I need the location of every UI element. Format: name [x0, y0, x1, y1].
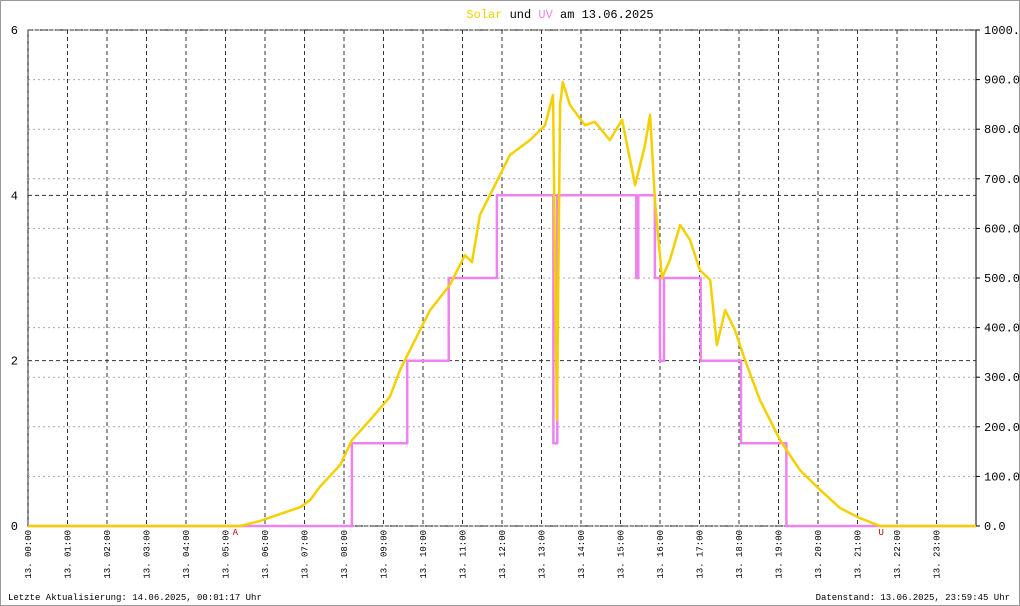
x-tick-label: 13. 07:00 — [301, 530, 311, 579]
y-tick-label: 6 — [11, 24, 18, 38]
y2-tick-label: 1000.0 — [984, 24, 1020, 38]
y2-tick-label: 800.0 — [984, 123, 1020, 137]
x-tick-label: 13. 12:00 — [498, 530, 508, 579]
x-tick-label: 13. 15:00 — [617, 530, 627, 579]
x-tick-label: 13. 09:00 — [380, 530, 390, 579]
annotation: U — [878, 528, 883, 538]
x-tick-label: 13. 13:00 — [538, 530, 548, 579]
x-tick-label: 13. 08:00 — [340, 530, 350, 579]
y2-tick-label: 700.0 — [984, 173, 1020, 187]
x-tick-label: 13. 10:00 — [419, 530, 429, 579]
y2-tick-label: 600.0 — [984, 222, 1020, 236]
x-tick-label: 13. 21:00 — [854, 530, 864, 579]
y2-tick-label: 300.0 — [984, 371, 1020, 385]
title-solar: Solar — [466, 8, 502, 22]
y2-tick-label: 0.0 — [984, 520, 1006, 534]
title-suffix: am 13.06.2025 — [560, 8, 654, 22]
x-tick-label: 13. 23:00 — [933, 530, 943, 579]
x-tick-label: 13. 02:00 — [103, 530, 113, 579]
y2-tick-label: 900.0 — [984, 74, 1020, 88]
x-tick-label: 13. 16:00 — [656, 530, 666, 579]
annotation: A — [233, 528, 239, 538]
y2-tick-label: 200.0 — [984, 421, 1020, 435]
x-tick-label: 13. 20:00 — [814, 530, 824, 579]
x-tick-label: 13. 06:00 — [261, 530, 271, 579]
y2-tick-label: 500.0 — [984, 272, 1020, 286]
title-uv: UV — [538, 8, 553, 22]
x-tick-label: 13. 04:00 — [182, 530, 192, 579]
chart-title: Solar und UV am 13.06.2025 — [466, 8, 653, 22]
y2-tick-label: 400.0 — [984, 322, 1020, 336]
title-connector: und — [510, 8, 532, 22]
y2-tick-label: 100.0 — [984, 470, 1020, 484]
footer-right: Datenstand: 13.06.2025, 23:59:45 Uhr — [816, 593, 1010, 603]
y-tick-label: 0 — [11, 520, 18, 534]
series-line — [28, 194, 976, 528]
x-tick-label: 13. 18:00 — [735, 530, 745, 579]
x-tick-label: 13. 17:00 — [696, 530, 706, 579]
x-tick-label: 13. 05:00 — [222, 530, 232, 579]
footer-left: Letzte Aktualisierung: 14.06.2025, 00:01… — [8, 593, 262, 603]
x-tick-label: 13. 00:00 — [24, 530, 34, 579]
y-tick-label: 4 — [11, 189, 18, 203]
x-tick-label: 13. 03:00 — [143, 530, 153, 579]
x-tick-label: 13. 11:00 — [459, 530, 469, 579]
x-tick-label: 13. 14:00 — [577, 530, 587, 579]
y-tick-label: 2 — [11, 355, 18, 369]
series-line — [28, 80, 976, 528]
x-tick-label: 13. 19:00 — [775, 530, 785, 579]
x-tick-label: 13. 22:00 — [893, 530, 903, 579]
x-tick-label: 13. 01:00 — [64, 530, 74, 579]
